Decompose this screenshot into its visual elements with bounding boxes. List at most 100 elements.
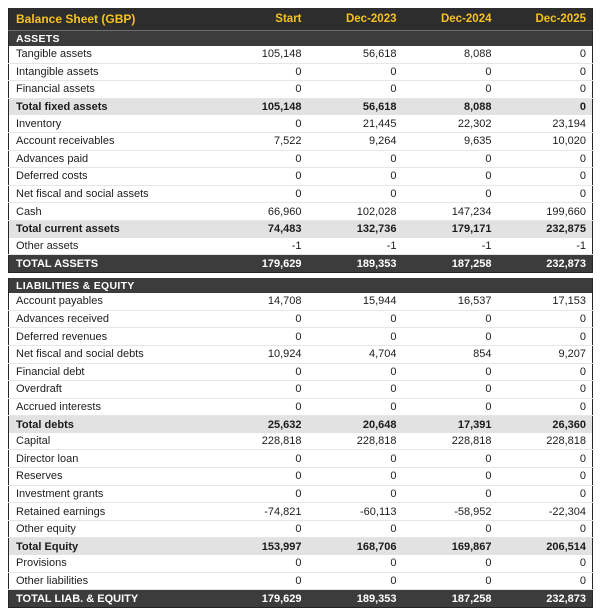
cell-value: 228,818 xyxy=(497,432,593,451)
cell-value: 0 xyxy=(402,555,498,573)
table-row: Deferred revenues 0 0 0 0 xyxy=(8,327,593,346)
cell-value: 10,924 xyxy=(212,345,308,364)
row-label: Provisions xyxy=(8,555,213,573)
column-header-start: Start xyxy=(212,8,308,31)
cell-value: 0 xyxy=(402,520,498,539)
row-label: Director loan xyxy=(8,449,213,469)
cell-value: 0 xyxy=(307,380,403,399)
row-label: Reserves xyxy=(8,467,213,486)
cell-value: 0 xyxy=(497,185,593,204)
table-row: Reserves 0 0 0 0 xyxy=(8,467,593,486)
cell-value: 0 xyxy=(307,449,403,469)
cell-value: 0 xyxy=(307,363,403,382)
cell-value: -1 xyxy=(307,237,403,256)
row-label: Deferred costs xyxy=(8,167,213,186)
cell-value: 0 xyxy=(402,63,498,82)
cell-value: 9,635 xyxy=(402,132,498,151)
row-label: Total current assets xyxy=(8,220,213,238)
cell-value: 0 xyxy=(307,63,403,82)
cell-value: 169,867 xyxy=(402,537,498,556)
cell-value: 0 xyxy=(402,572,498,591)
cell-value: 0 xyxy=(497,380,593,399)
row-label: Net fiscal and social assets xyxy=(8,185,213,204)
cell-value: 15,944 xyxy=(307,293,403,311)
cell-value: 0 xyxy=(212,555,308,573)
section-gap-cell xyxy=(8,272,593,279)
cell-value: 16,537 xyxy=(402,293,498,311)
total-row: TOTAL ASSETS 179,629 189,353 187,258 232,873 xyxy=(8,254,593,274)
cell-value: 0 xyxy=(497,167,593,186)
cell-value: 0 xyxy=(307,80,403,99)
cell-value: 0 xyxy=(212,150,308,169)
cell-value: 0 xyxy=(402,449,498,469)
cell-value: 0 xyxy=(307,150,403,169)
cell-value: 0 xyxy=(212,485,308,504)
cell-value: 0 xyxy=(497,46,593,64)
cell-value: 0 xyxy=(497,485,593,504)
row-label: Advances received xyxy=(8,310,213,329)
cell-value: 17,153 xyxy=(497,293,593,311)
cell-value: 0 xyxy=(307,555,403,573)
cell-value: 105,148 xyxy=(212,98,308,116)
row-label: TOTAL LIAB. & EQUITY xyxy=(8,589,213,608)
row-label: Retained earnings xyxy=(8,502,213,521)
cell-value: 0 xyxy=(497,63,593,82)
cell-value: -74,821 xyxy=(212,502,308,521)
cell-value: 0 xyxy=(402,150,498,169)
cell-value: 0 xyxy=(402,485,498,504)
cell-value: 0 xyxy=(402,80,498,99)
cell-value: 0 xyxy=(497,520,593,539)
row-label: Inventory xyxy=(8,115,213,133)
cell-value: 0 xyxy=(212,80,308,99)
table-row: Financial debt 0 0 0 0 xyxy=(8,363,593,382)
table-row: Financial assets 0 0 0 0 xyxy=(8,80,593,99)
row-label: Deferred revenues xyxy=(8,327,213,346)
cell-value: 9,207 xyxy=(497,345,593,364)
cell-value: 0 xyxy=(497,555,593,573)
cell-value: 0 xyxy=(402,398,498,417)
section-row: ASSETS xyxy=(8,30,593,46)
table-row: Advances paid 0 0 0 0 xyxy=(8,150,593,169)
subtotal-row: Total fixed assets 105,148 56,618 8,088 0 xyxy=(8,98,593,116)
cell-value: 232,873 xyxy=(497,589,593,608)
row-label: Net fiscal and social debts xyxy=(8,345,213,364)
cell-value: 0 xyxy=(212,380,308,399)
table-row: Inventory 0 21,445 22,302 23,194 xyxy=(8,115,593,133)
table-row: Tangible assets 105,148 56,618 8,088 0 xyxy=(8,46,593,64)
balance-sheet-table: Balance Sheet (GBP) Start Dec-2023 Dec-2… xyxy=(8,8,593,608)
cell-value: 9,264 xyxy=(307,132,403,151)
column-header-dec-2023: Dec-2023 xyxy=(307,8,403,31)
row-label: Account receivables xyxy=(8,132,213,151)
cell-value: 23,194 xyxy=(497,115,593,133)
cell-value: 0 xyxy=(402,380,498,399)
cell-value: 132,736 xyxy=(307,220,403,238)
row-label: Cash xyxy=(8,202,213,221)
cell-value: 0 xyxy=(212,398,308,417)
cell-value: 854 xyxy=(402,345,498,364)
table-row: Other assets -1 -1 -1 -1 xyxy=(8,237,593,256)
cell-value: 0 xyxy=(212,115,308,133)
table-row: Director loan 0 0 0 0 xyxy=(8,449,593,469)
cell-value: 0 xyxy=(497,327,593,346)
row-label: Total Equity xyxy=(8,537,213,556)
cell-value: 228,818 xyxy=(212,432,308,451)
cell-value: 0 xyxy=(212,520,308,539)
cell-value: 0 xyxy=(212,363,308,382)
cell-value: 0 xyxy=(402,467,498,486)
cell-value: 0 xyxy=(212,449,308,469)
row-label: Account payables xyxy=(8,293,213,311)
cell-value: 0 xyxy=(212,572,308,591)
cell-value: 189,353 xyxy=(307,589,403,608)
column-header-dec-2024: Dec-2024 xyxy=(402,8,498,31)
table-row: Other liabilities 0 0 0 0 xyxy=(8,572,593,591)
row-label: Financial debt xyxy=(8,363,213,382)
cell-value: 0 xyxy=(497,98,593,116)
cell-value: 10,020 xyxy=(497,132,593,151)
cell-value: 179,629 xyxy=(212,589,308,608)
table-row: Overdraft 0 0 0 0 xyxy=(8,380,593,399)
cell-value: 105,148 xyxy=(212,46,308,64)
row-label: Investment grants xyxy=(8,485,213,504)
cell-value: -1 xyxy=(212,237,308,256)
cell-value: 206,514 xyxy=(497,537,593,556)
cell-value: 0 xyxy=(497,310,593,329)
